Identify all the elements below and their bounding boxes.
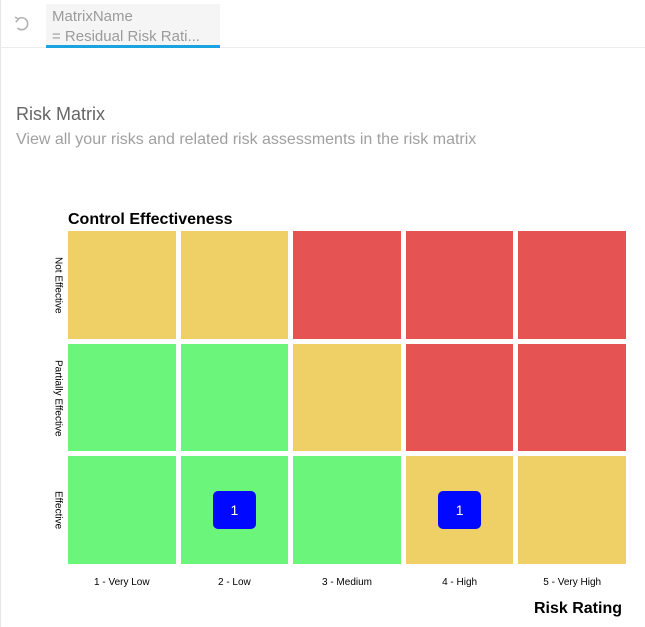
matrix-cell[interactable]: 1	[405, 456, 514, 564]
matrix-cell[interactable]	[405, 231, 514, 339]
col-label: 3 - Medium	[321, 577, 372, 588]
matrix-cell[interactable]	[405, 343, 514, 452]
risk-count-badge[interactable]: 1	[438, 491, 482, 530]
matrix-cell[interactable]	[68, 231, 176, 339]
matrix-cell[interactable]	[518, 456, 626, 564]
risk-count-badge[interactable]: 1	[212, 491, 256, 530]
risk-matrix-grid: 1 1	[68, 231, 626, 564]
formula-value: = Residual Risk Rati...	[52, 28, 200, 45]
matrix-cell[interactable]	[293, 343, 401, 452]
col-label: 4 - High	[442, 577, 478, 588]
y-axis-title: Control Effectiveness	[68, 211, 233, 228]
col-label: 1 - Very Low	[94, 577, 150, 588]
matrix-cell[interactable]	[293, 456, 401, 564]
row-label-not-effective: Not Effective	[52, 256, 64, 314]
page-title: Risk Matrix	[16, 104, 105, 124]
row-label-partially-effective: Partially Effective	[52, 359, 64, 437]
page-subtitle: View all your risks and related risk ass…	[16, 131, 477, 148]
x-axis-labels: 1 - Very Low 2 - Low 3 - Medium 4 - High…	[68, 577, 626, 588]
matrix-cell[interactable]	[518, 343, 626, 452]
matrix-cell[interactable]	[68, 456, 176, 564]
toolbar-divider	[0, 47, 645, 48]
matrix-cell[interactable]: 1	[180, 456, 289, 564]
undo-icon	[12, 14, 32, 39]
matrix-cell[interactable]	[518, 231, 626, 339]
matrix-cell[interactable]	[180, 343, 289, 452]
col-label: 5 - Very High	[543, 577, 602, 588]
matrix-cell[interactable]	[293, 231, 401, 339]
matrix-cell[interactable]	[180, 231, 289, 339]
left-border	[0, 0, 1, 627]
x-axis-title: Risk Rating	[533, 600, 622, 617]
matrix-cell[interactable]	[68, 343, 176, 452]
row-label-effective: Effective	[52, 491, 64, 530]
undo-button[interactable]	[6, 10, 38, 42]
formula-name: MatrixName	[52, 8, 133, 25]
formula-field[interactable]: MatrixName = Residual Risk Rati...	[46, 4, 220, 48]
col-label: 2 - Low	[217, 577, 251, 588]
